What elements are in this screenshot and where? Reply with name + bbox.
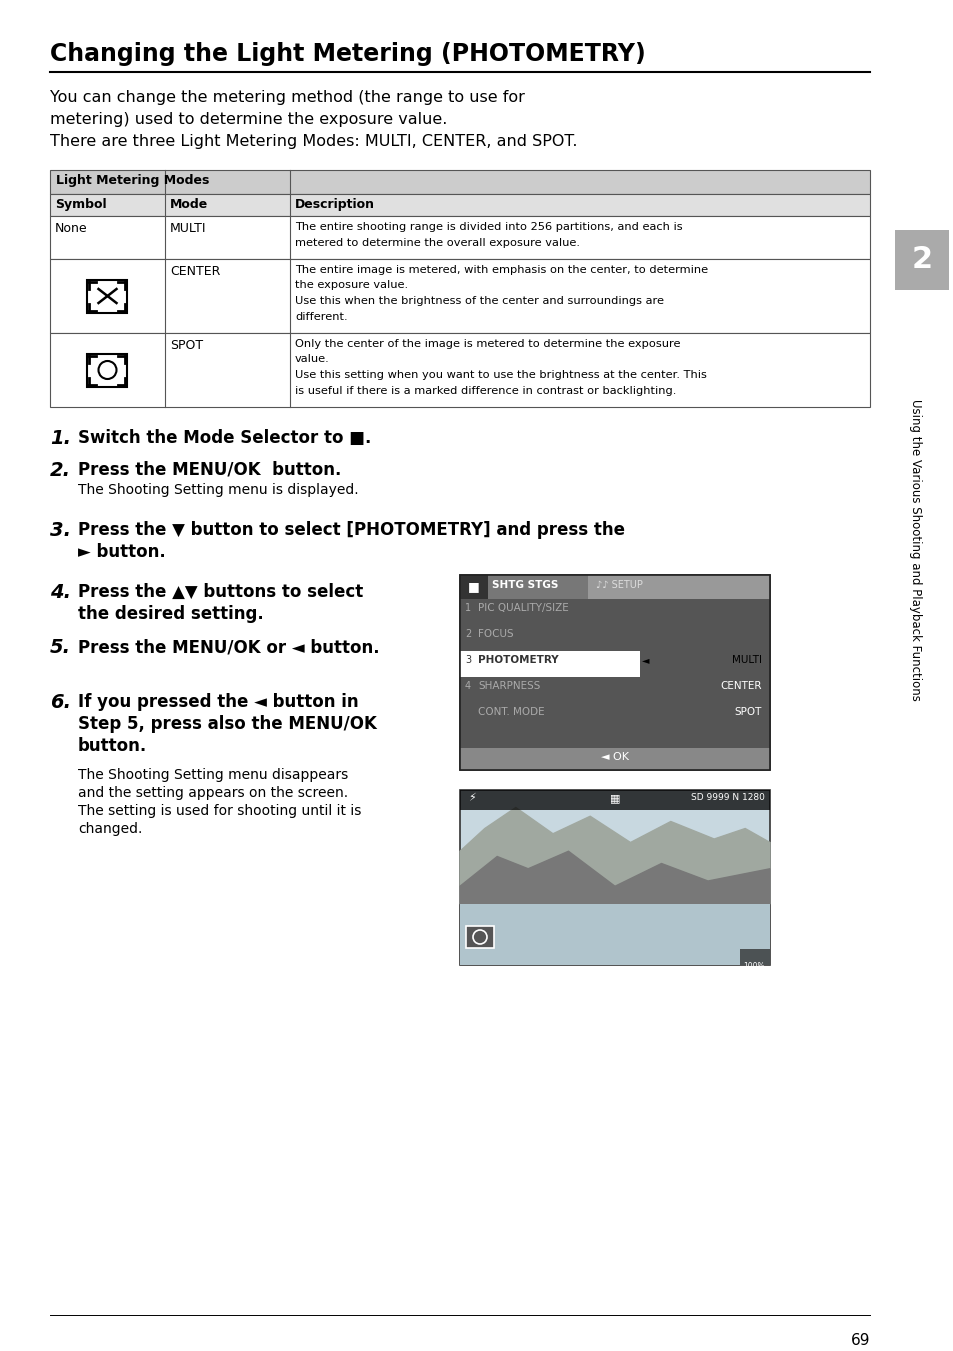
Text: SHARPNESS: SHARPNESS: [477, 681, 539, 690]
Bar: [88, 280, 128, 312]
Bar: [50, 216, 869, 259]
Text: CENTER: CENTER: [170, 265, 220, 278]
Text: Changing the Light Metering (PHOTOMETRY): Changing the Light Metering (PHOTOMETRY): [50, 42, 645, 66]
Text: PIC QUALITY/SIZE: PIC QUALITY/SIZE: [477, 603, 568, 613]
Bar: [459, 576, 769, 598]
Text: 4.: 4.: [50, 584, 71, 603]
Bar: [459, 748, 769, 770]
Text: Use this setting when you want to use the brightness at the center. This: Use this setting when you want to use th…: [294, 370, 706, 380]
Text: The entire shooting range is divided into 256 partitions, and each is: The entire shooting range is divided int…: [294, 222, 682, 232]
Text: and the setting appears on the screen.: and the setting appears on the screen.: [78, 786, 348, 800]
Bar: [488, 576, 587, 598]
Bar: [465, 925, 494, 948]
Text: Press the MENU/OK or ◄ button.: Press the MENU/OK or ◄ button.: [78, 638, 379, 657]
Text: ▦: ▦: [609, 793, 619, 802]
Text: the exposure value.: the exposure value.: [294, 281, 408, 290]
Bar: [459, 576, 488, 598]
Text: Description: Description: [294, 199, 375, 211]
Text: 3: 3: [464, 655, 471, 665]
Bar: [459, 576, 769, 770]
Text: SHTG STGS: SHTG STGS: [492, 580, 558, 590]
Text: Press the MENU/OK  button.: Press the MENU/OK button.: [78, 461, 341, 480]
Text: Light Metering Modes: Light Metering Modes: [56, 174, 209, 186]
Text: ◄ OK: ◄ OK: [600, 753, 628, 762]
Bar: [459, 576, 769, 770]
Bar: [88, 354, 128, 386]
Text: 1: 1: [464, 603, 471, 613]
Text: None: None: [55, 222, 88, 235]
Text: 5.: 5.: [50, 638, 71, 657]
Text: ⚡: ⚡: [468, 793, 476, 802]
Bar: [459, 790, 769, 965]
Bar: [740, 948, 769, 965]
Text: CONT. MODE: CONT. MODE: [477, 707, 544, 717]
Text: ◄: ◄: [641, 655, 649, 665]
Text: Press the ▼ button to select [PHOTOMETRY] and press the: Press the ▼ button to select [PHOTOMETRY…: [78, 521, 624, 539]
Text: 2: 2: [910, 246, 932, 274]
Text: PHOTOMETRY: PHOTOMETRY: [477, 655, 558, 665]
Text: The setting is used for shooting until it is: The setting is used for shooting until i…: [78, 804, 361, 817]
Text: 6.: 6.: [50, 693, 71, 712]
Text: Use this when the brightness of the center and surroundings are: Use this when the brightness of the cent…: [294, 296, 663, 305]
Text: 4: 4: [464, 681, 471, 690]
Text: The Shooting Setting menu disappears: The Shooting Setting menu disappears: [78, 767, 348, 782]
Polygon shape: [459, 851, 769, 904]
Bar: [50, 259, 869, 332]
Text: ♪♪ SETUP: ♪♪ SETUP: [596, 580, 642, 590]
Text: is useful if there is a marked difference in contrast or backlighting.: is useful if there is a marked differenc…: [294, 385, 676, 396]
Text: Using the Various Shooting and Playback Functions: Using the Various Shooting and Playback …: [908, 399, 921, 701]
Bar: [894, 230, 948, 290]
Bar: [587, 576, 769, 598]
Bar: [50, 170, 869, 195]
Text: Only the center of the image is metered to determine the exposure: Only the center of the image is metered …: [294, 339, 679, 349]
Bar: [50, 195, 869, 216]
Bar: [459, 651, 639, 677]
Text: Switch the Mode Selector to ■.: Switch the Mode Selector to ■.: [78, 430, 371, 447]
Text: 100%: 100%: [742, 962, 764, 971]
Text: You can change the metering method (the range to use for: You can change the metering method (the …: [50, 91, 524, 105]
Text: 3.: 3.: [50, 521, 71, 540]
Text: Mode: Mode: [170, 199, 208, 211]
Text: 1.: 1.: [50, 430, 71, 449]
Text: CENTER: CENTER: [720, 681, 761, 690]
Text: SPOT: SPOT: [170, 339, 203, 353]
Bar: [459, 598, 769, 748]
Text: ■: ■: [468, 581, 479, 593]
Polygon shape: [459, 808, 769, 904]
Text: metering) used to determine the exposure value.: metering) used to determine the exposure…: [50, 112, 447, 127]
Text: metered to determine the overall exposure value.: metered to determine the overall exposur…: [294, 238, 579, 247]
Text: If you pressed the ◄ button in: If you pressed the ◄ button in: [78, 693, 358, 711]
Bar: [459, 904, 769, 965]
Text: The Shooting Setting menu is displayed.: The Shooting Setting menu is displayed.: [78, 484, 358, 497]
Text: 69: 69: [850, 1333, 869, 1348]
Text: 2.: 2.: [50, 461, 71, 480]
Text: 2: 2: [464, 630, 471, 639]
Text: SPOT: SPOT: [734, 707, 761, 717]
Text: Symbol: Symbol: [55, 199, 107, 211]
Text: The entire image is metered, with emphasis on the center, to determine: The entire image is metered, with emphas…: [294, 265, 707, 276]
Text: ► button.: ► button.: [78, 543, 166, 561]
Text: Press the ▲▼ buttons to select: Press the ▲▼ buttons to select: [78, 584, 363, 601]
Text: button.: button.: [78, 738, 147, 755]
Text: SD 9999 N 1280: SD 9999 N 1280: [690, 793, 764, 802]
Text: value.: value.: [294, 354, 330, 365]
Text: different.: different.: [294, 312, 347, 322]
Text: FOCUS: FOCUS: [477, 630, 513, 639]
Text: changed.: changed.: [78, 821, 142, 836]
Text: the desired setting.: the desired setting.: [78, 605, 263, 623]
Text: MULTI: MULTI: [170, 222, 206, 235]
Text: Step 5, press also the MENU/OK: Step 5, press also the MENU/OK: [78, 715, 376, 734]
Bar: [459, 790, 769, 811]
Text: There are three Light Metering Modes: MULTI, CENTER, and SPOT.: There are three Light Metering Modes: MU…: [50, 134, 577, 149]
Text: MULTI: MULTI: [731, 655, 761, 665]
Bar: [50, 332, 869, 407]
